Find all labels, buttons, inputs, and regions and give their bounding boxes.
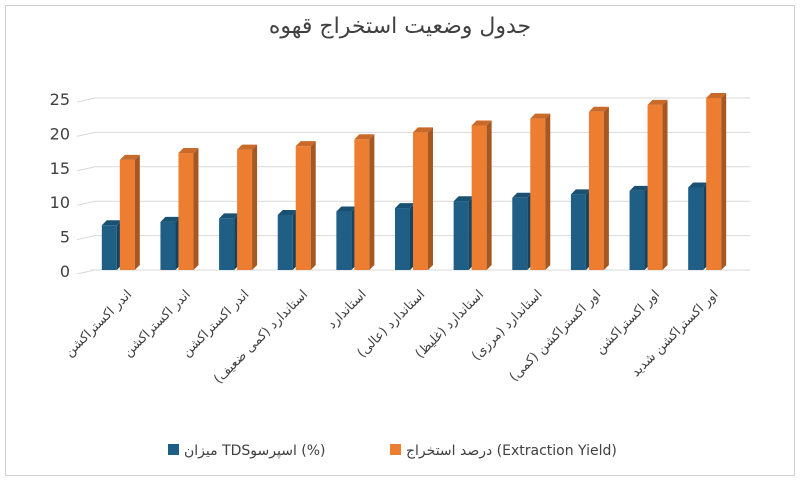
bar-tds <box>277 214 293 270</box>
y-tick-label: 10 <box>50 193 70 212</box>
x-tick-label: استاندارد <box>325 287 370 332</box>
y-tick-label: 25 <box>50 90 70 109</box>
chart-title: جدول وضعیت استخراج قهوه <box>268 14 532 39</box>
bar-side <box>310 141 316 270</box>
gridline-depth <box>76 131 96 137</box>
bar-side <box>662 99 668 270</box>
bar-side <box>134 154 140 270</box>
gridline-depth <box>76 200 96 206</box>
bar-extraction-yield <box>706 98 722 270</box>
bar-side <box>603 106 609 270</box>
bar-side <box>369 134 375 270</box>
bar-top <box>160 216 181 222</box>
bar-tds <box>453 201 469 270</box>
bar-top <box>295 141 316 147</box>
legend-label: میزان TDSاسپرسو (%) <box>184 443 326 459</box>
bar-top <box>471 120 492 126</box>
bar-tds <box>512 197 528 270</box>
bar-top <box>647 99 668 105</box>
bar-top <box>453 196 474 202</box>
bar-side <box>428 127 433 271</box>
y-tick-label: 5 <box>60 228 70 247</box>
bar-extraction-yield <box>588 111 604 270</box>
bar-extraction-yield <box>647 104 663 270</box>
bar-top <box>219 213 240 219</box>
bar-top <box>512 192 533 198</box>
gridline-depth <box>76 269 96 275</box>
bar-tds <box>629 190 645 270</box>
y-tick-label: 15 <box>50 159 70 178</box>
legend: میزان TDSاسپرسو (%) درصد استخراج (Extract… <box>168 443 617 459</box>
legend-swatch <box>168 444 179 455</box>
bars <box>101 93 727 271</box>
bar-extraction-yield <box>178 153 194 270</box>
bar-top <box>277 209 298 215</box>
bar-tds <box>219 218 235 270</box>
bar-side <box>252 144 258 270</box>
bar-top <box>178 148 199 154</box>
bar-extraction-yield <box>471 125 487 271</box>
bar-tds <box>395 208 410 270</box>
bar-top <box>237 144 258 150</box>
bar-top <box>336 206 357 212</box>
gridline-depth <box>76 235 96 241</box>
bar-tds <box>570 194 586 270</box>
bar-top <box>101 220 122 226</box>
y-tick-label: 20 <box>50 124 70 143</box>
legend-swatch <box>390 444 401 455</box>
bar-tds <box>101 225 117 270</box>
bar-extraction-yield <box>413 132 428 270</box>
gridline-depth <box>76 166 96 172</box>
bar-top <box>354 134 375 140</box>
bar-top <box>570 189 591 195</box>
bar-extraction-yield <box>237 149 253 270</box>
gridline-depth <box>76 97 96 103</box>
y-axis: 0 5 10 15 20 25 <box>50 90 70 281</box>
bar-extraction-yield <box>530 118 546 270</box>
bar-top <box>119 154 140 160</box>
bar-top <box>688 182 709 188</box>
bar-tds <box>688 187 704 270</box>
bar-top <box>395 203 415 209</box>
bar-top <box>413 127 433 133</box>
bar-side <box>545 113 551 270</box>
bar-extraction-yield <box>295 146 311 270</box>
bar-tds <box>160 221 176 270</box>
bar-side <box>193 148 199 270</box>
bar-top <box>706 93 727 98</box>
bar-top <box>588 106 609 112</box>
bar-extraction-yield <box>354 139 370 270</box>
bar-extraction-yield <box>119 159 135 270</box>
bar-top <box>530 113 551 119</box>
bar-side <box>721 93 727 270</box>
legend-label: درصد استخراج (Extraction Yield) <box>406 443 617 459</box>
bar-tds <box>336 211 352 270</box>
y-tick-label: 0 <box>60 262 70 281</box>
bar-top <box>629 185 650 191</box>
bar-side <box>486 120 492 271</box>
